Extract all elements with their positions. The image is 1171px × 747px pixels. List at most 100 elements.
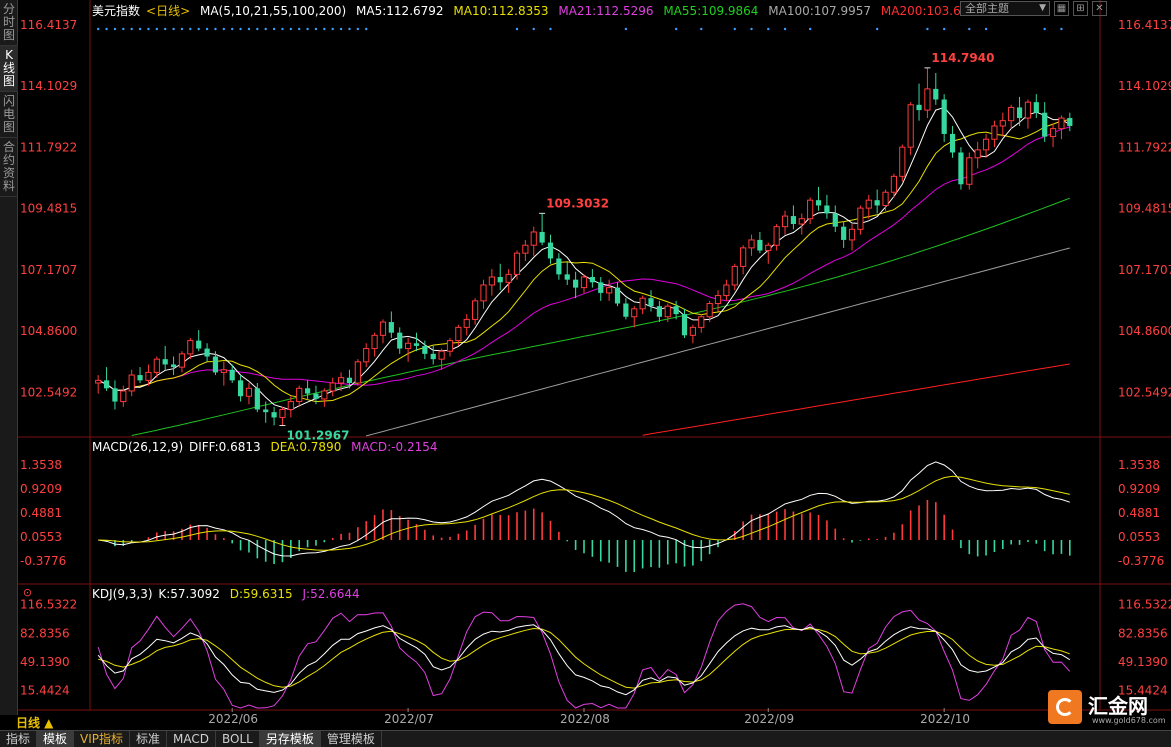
ma10-value: MA10:112.8353 (453, 4, 549, 18)
candle-body-up (1008, 106, 1015, 122)
candle-body-up (379, 321, 387, 336)
event-marker (700, 27, 703, 31)
bottom-toolbar: 指标 模板 VIP指标 标准 MACD BOLL 另存模板 管理模板 (0, 730, 1171, 747)
kline-chart[interactable]: 116.4137 116.4137 114.1029 114.1029 111.7922… (18, 0, 1171, 712)
kdj-j: J:52.6644 (302, 587, 360, 601)
candle-body-up (773, 226, 780, 246)
candle-body-up (220, 369, 227, 373)
event-marker (163, 27, 167, 31)
logo-url: www.gold678.com (1092, 716, 1166, 725)
price-axis-label-left: 102.5492 (20, 385, 77, 399)
event-marker (272, 27, 276, 31)
event-marker (172, 27, 175, 31)
macd-diff-line (98, 461, 1070, 557)
candle-body-up (488, 276, 495, 286)
event-marker (147, 27, 150, 31)
toolbar-button-1[interactable]: 模板 (37, 731, 75, 747)
candle-body-up (689, 326, 696, 336)
macd-axis-label-left: -0.3776 (20, 554, 66, 568)
candle-body-up (120, 390, 127, 403)
candle-body-down (346, 377, 353, 384)
candle-body-up (639, 297, 646, 310)
candle-body-up (974, 149, 981, 159)
toolbar-button-6[interactable]: 另存模板 (259, 731, 321, 747)
kdj-d-line (98, 627, 1070, 689)
grid-icon[interactable]: ▦ (1054, 1, 1069, 16)
ma21-line (97, 126, 1070, 391)
candle-body-up (1058, 117, 1065, 130)
macd-axis-label-right: 0.0553 (1118, 530, 1160, 544)
left-tab-3[interactable]: 合约资料 (0, 138, 18, 197)
kdj-axis-label-right: 49.1390 (1118, 655, 1168, 669)
toolbar-button-4[interactable]: MACD (167, 731, 217, 747)
candle-body-down (137, 375, 143, 381)
candle-body-up (337, 377, 345, 384)
macd-axis-label-right: 0.9209 (1118, 482, 1160, 496)
theme-select[interactable]: 全部主题 ▼ (960, 1, 1050, 16)
left-tab-2[interactable]: 闪电图 (0, 92, 18, 138)
macd-legend: MACD(26,12,9) DIFF:0.6813 DEA:0.7890 MAC… (92, 440, 444, 454)
toolbar-button-2[interactable]: VIP指标 (74, 731, 131, 747)
event-marker (331, 27, 334, 31)
time-axis-label: 2022/06 (208, 712, 259, 726)
candle-body-down (204, 348, 210, 357)
main-legend: 美元指数 <日线> MA(5,10,21,55,100,200) MA5:112.… (92, 2, 982, 19)
candle-body-down (397, 332, 403, 349)
instrument-name: 美元指数 (92, 4, 141, 18)
ma5-value: MA5:112.6792 (356, 4, 444, 18)
candle-body-up (580, 276, 588, 289)
candle-body-down (1016, 107, 1023, 119)
candle-body-up (798, 218, 805, 225)
candle-body-down (874, 200, 880, 206)
candle-body-down (933, 88, 939, 100)
candle-body-up (296, 387, 303, 403)
event-marker (1060, 27, 1063, 31)
price-axis-label-right: 104.8600 (1118, 324, 1171, 338)
candle-body-up (991, 125, 998, 140)
candle-body-down (413, 343, 420, 346)
toolbar-button-5[interactable]: BOLL (216, 731, 260, 747)
price-axis-label-left: 114.1029 (20, 79, 77, 93)
indicator-settings-icon[interactable]: ⊙ (22, 586, 33, 599)
site-logo: 汇金网 www.gold678.com (1048, 688, 1166, 726)
event-marker (532, 27, 535, 31)
event-marker (298, 27, 301, 31)
event-marker (348, 27, 351, 31)
toolbar-button-7[interactable]: 管理模板 (321, 731, 382, 747)
event-marker (105, 27, 108, 31)
candle-body-up (899, 146, 906, 177)
price-axis-label-right: 114.1029 (1118, 79, 1171, 93)
candle-body-down (196, 340, 202, 349)
candle-body-up (1024, 101, 1032, 119)
period-label[interactable]: 日线 ▲ (16, 716, 54, 730)
chevron-down-icon: ▼ (1039, 3, 1046, 13)
macd-axis-label-right: -0.3776 (1118, 554, 1164, 568)
close-icon[interactable]: ✕ (1092, 1, 1107, 16)
candle-body-down (237, 380, 244, 397)
event-marker (122, 27, 125, 31)
candle-body-up (513, 252, 521, 275)
chart-area[interactable]: 116.4137 116.4137 114.1029 114.1029 111.7922… (18, 0, 1171, 712)
candle-body-down (1042, 112, 1048, 137)
ma100-line (366, 247, 1070, 437)
event-marker (306, 27, 309, 31)
candle-body-down (832, 213, 838, 227)
ma200-value: MA200:103.619 (880, 4, 977, 18)
candle-body-up (890, 175, 898, 193)
ma55-value: MA55:109.9864 (663, 4, 759, 18)
left-tab-0[interactable]: 分时图 (0, 0, 18, 46)
high-local-label: 109.3032 (546, 196, 609, 210)
kdj-axis-label-left: 49.1390 (20, 655, 70, 669)
candle-body-up (706, 303, 713, 318)
toolbar-button-0[interactable]: 指标 (0, 731, 38, 747)
candle-body-down (949, 133, 956, 153)
chart-settings-icon[interactable]: ⊞ (1073, 1, 1088, 16)
toolbar-button-3[interactable]: 标准 (130, 731, 168, 747)
candle-body-up (279, 409, 286, 418)
ma-set-label: MA(5,10,21,55,100,200) (199, 4, 347, 18)
time-axis-label: 2022/10 (920, 712, 971, 726)
candle-body-up (664, 305, 671, 318)
candle-body-up (606, 287, 613, 294)
price-axis-label-right: 109.4815 (1118, 202, 1171, 216)
